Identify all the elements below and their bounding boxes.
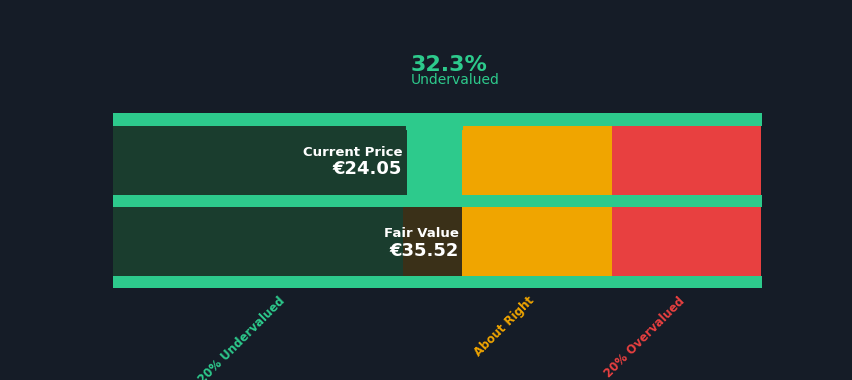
Bar xyxy=(461,113,612,288)
Text: Undervalued: Undervalued xyxy=(410,73,498,87)
Text: About Right: About Right xyxy=(471,294,537,359)
Bar xyxy=(406,115,461,129)
Bar xyxy=(112,126,406,195)
Text: 20% Overvalued: 20% Overvalued xyxy=(601,294,686,380)
Text: €35.52: €35.52 xyxy=(389,242,458,260)
Bar xyxy=(112,113,461,288)
Text: 20% Undervalued: 20% Undervalued xyxy=(195,294,287,380)
Bar xyxy=(612,113,761,288)
Text: 32.3%: 32.3% xyxy=(410,55,486,75)
Bar xyxy=(112,207,461,276)
Text: Current Price: Current Price xyxy=(302,146,401,159)
Text: Fair Value: Fair Value xyxy=(383,227,458,240)
Text: €24.05: €24.05 xyxy=(332,160,401,178)
Bar xyxy=(112,195,761,207)
Bar xyxy=(402,207,461,276)
Bar xyxy=(112,113,761,126)
Bar xyxy=(112,276,761,288)
